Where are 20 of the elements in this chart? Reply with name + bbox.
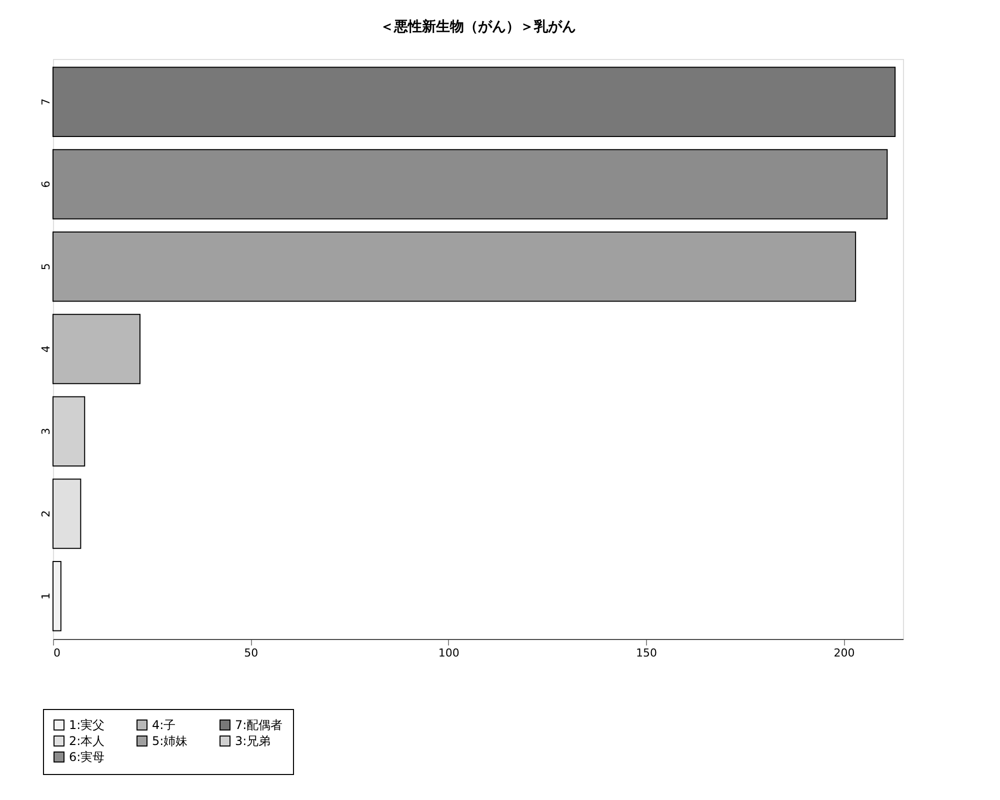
- y-tick-label: 3: [40, 428, 52, 435]
- y-tick-label: 5: [40, 263, 52, 270]
- x-tick-label: 50: [244, 646, 258, 660]
- chart-title: ＜悪性新生物（がん）＞乳がん: [380, 18, 576, 35]
- legend-label: 5:姉妹: [152, 734, 188, 748]
- legend-label: 7:配偶者: [235, 718, 283, 732]
- legend-label: 6:実母: [69, 750, 105, 764]
- x-tick-label: 100: [438, 646, 460, 660]
- y-tick-label: 6: [40, 180, 52, 188]
- legend-label: 2:本人: [69, 734, 105, 748]
- legend-label: 4:子: [152, 718, 176, 732]
- x-tick-label: 0: [54, 646, 60, 660]
- y-tick-label: 2: [40, 510, 52, 518]
- legend-label: 3:兄弟: [235, 734, 271, 748]
- y-tick-label: 4: [40, 346, 52, 352]
- x-tick-label: 200: [834, 646, 855, 660]
- legend-label: 1:実父: [69, 718, 105, 732]
- y-tick-label: 1: [40, 592, 52, 600]
- y-tick-label: 7: [40, 98, 52, 106]
- x-tick-label: 150: [636, 646, 658, 660]
